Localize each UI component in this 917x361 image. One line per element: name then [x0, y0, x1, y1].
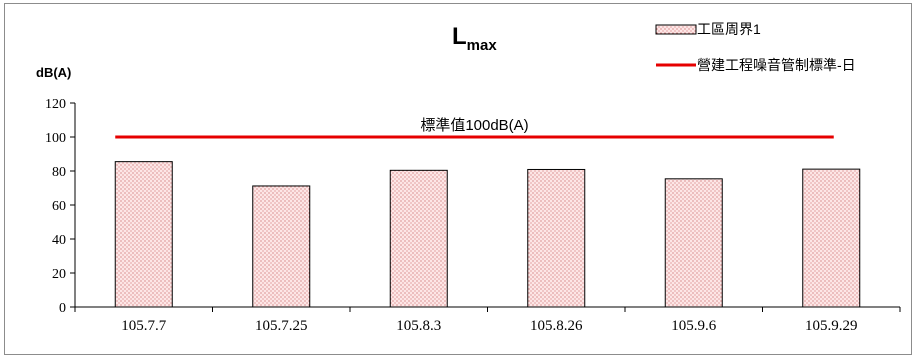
- y-tick-label: 60: [52, 199, 66, 214]
- bar-105.8.3: [389, 169, 448, 308]
- x-tick-label: 105.7.25: [255, 318, 308, 334]
- x-tick-label: 105.9.29: [805, 318, 858, 334]
- bar-105.9.6: [664, 178, 723, 308]
- bar-105.7.7: [114, 161, 173, 308]
- legend-swatch-bars: [655, 24, 697, 35]
- x-tick-label: 105.8.26: [530, 318, 583, 334]
- reference-line-label: 標準值100dB(A): [420, 117, 528, 134]
- legend-label-line: 營建工程噪音管制標準-日: [697, 57, 856, 73]
- reference-line-group: 標準值100dB(A): [115, 117, 834, 139]
- legend: 工區周界1 營建工程噪音管制標準-日: [655, 21, 856, 73]
- x-tick-label: 105.9.6: [671, 318, 717, 334]
- y-tick-label: 120: [45, 97, 66, 112]
- y-tick-label: 20: [52, 267, 66, 282]
- bars: [114, 161, 861, 308]
- y-tick-label: 40: [52, 233, 66, 248]
- legend-label-bars: 工區周界1: [697, 21, 761, 37]
- y-tick-labels: 0 20 40 60 80 100 120: [45, 97, 66, 316]
- y-axis-label: dB(A): [36, 65, 71, 80]
- chart-title: Lmax: [452, 23, 497, 54]
- axes: [70, 102, 901, 312]
- y-tick-label: 100: [45, 131, 66, 146]
- bar-105.8.26: [527, 168, 586, 308]
- x-tick-labels: 105.7.7 105.7.25 105.8.3 105.8.26 105.9.6 105…: [121, 318, 857, 334]
- bar-105.9.29: [802, 168, 861, 308]
- y-tick-label: 0: [59, 301, 66, 316]
- x-tick-label: 105.8.3: [396, 318, 441, 334]
- bar-105.7.25: [252, 185, 311, 308]
- y-tick-label: 80: [52, 165, 66, 180]
- x-tick-label: 105.7.7: [121, 318, 167, 334]
